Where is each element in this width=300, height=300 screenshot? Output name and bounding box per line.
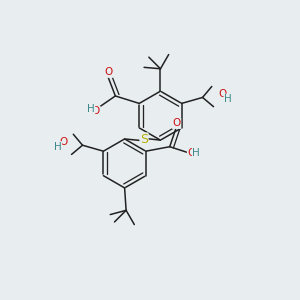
Text: O: O (188, 148, 196, 158)
Text: H: H (54, 142, 61, 152)
Text: O: O (92, 106, 100, 116)
Text: S: S (140, 133, 148, 146)
Text: O: O (104, 68, 112, 77)
Text: H: H (224, 94, 232, 104)
Text: O: O (172, 118, 181, 128)
Text: O: O (219, 89, 227, 100)
Text: O: O (59, 137, 67, 147)
Text: H: H (192, 148, 200, 158)
Text: H: H (87, 104, 95, 114)
